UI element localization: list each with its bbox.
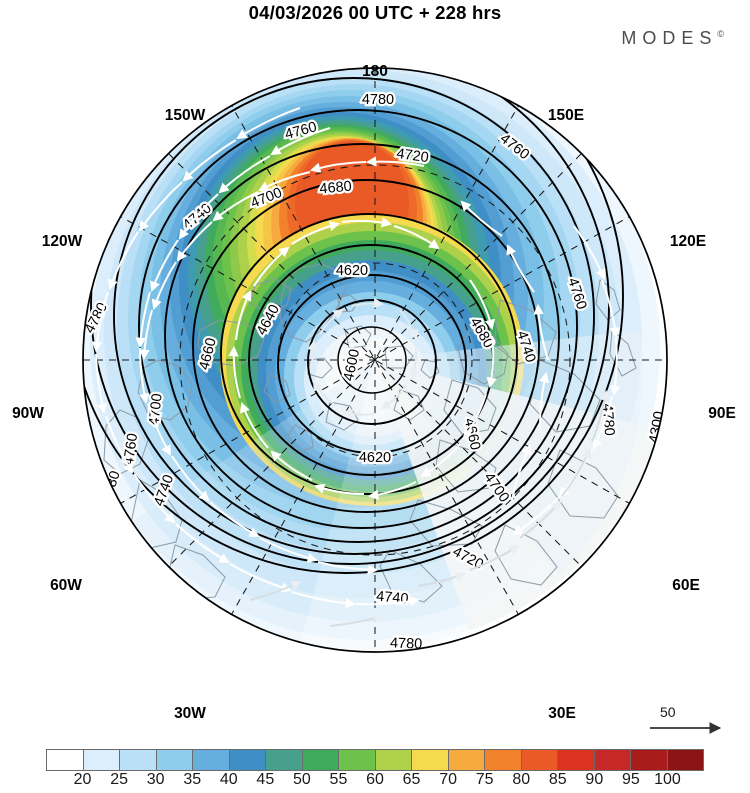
colorbar-tick-75: 75: [475, 771, 494, 788]
colorbar-cell-9: [375, 750, 412, 770]
colorbar-tick-35: 35: [183, 771, 202, 788]
colorbar-cell-2: [120, 750, 157, 770]
colorbar-tick-95: 95: [621, 771, 640, 788]
colorbar-tick-50: 50: [292, 771, 311, 788]
colorbar-tick-85: 85: [548, 771, 567, 788]
colorbar-tick-30: 30: [146, 771, 165, 788]
colorbar-tick-60: 60: [366, 771, 384, 788]
colorbar-tick-100: 100: [654, 771, 681, 788]
svg-text:4780: 4780: [362, 92, 394, 108]
colorbar-tick-labels: 20 25 30 35 40 45 50 55 60 65 70 75 80 85 90 95 100: [46, 771, 704, 793]
colorbar-cell-11: [448, 750, 485, 770]
map-content: 4600 4620 4620 4640 4660 4660 4680 4680 …: [83, 68, 667, 652]
wind-streamlines: [91, 107, 621, 627]
brand-name: MODES: [621, 28, 718, 48]
svg-text:4620: 4620: [336, 263, 368, 279]
copyright-mark: ©: [717, 29, 724, 39]
colorbar-tick-70: 70: [439, 771, 458, 788]
longitude-label-150w: 150W: [164, 107, 206, 124]
longitude-label-30w: 30W: [174, 705, 206, 722]
colorbar-cell-16: [631, 750, 668, 770]
colorbar-tick-40: 40: [219, 771, 238, 788]
svg-text:4700: 4700: [146, 393, 165, 427]
colorbar-tick-55: 55: [329, 771, 348, 788]
colorbar-cell-8: [339, 750, 376, 770]
colorbar-cell-0: [47, 750, 84, 770]
longitude-label-150e: 150E: [547, 107, 585, 124]
colorbar-tick-20: 20: [73, 771, 92, 788]
colorbar-cell-12: [485, 750, 522, 770]
colorbar-cell-14: [558, 750, 595, 770]
globe-outline: [82, 67, 668, 653]
colorbar-cell-4: [193, 750, 230, 770]
colorbar-cell-1: [83, 750, 120, 770]
longitude-label-60w: 60W: [50, 577, 82, 594]
colorbar-tick-25: 25: [110, 771, 129, 788]
colorbar-cell-6: [266, 750, 303, 770]
reference-wind-vector: 50: [648, 704, 738, 746]
map-canvas: 4600 4620 4620 4640 4660 4660 4680 4680 …: [82, 67, 668, 653]
colorbar: 20 25 30 35 40 45 50 55 60 65 70 75 80 85 90 95 100: [0, 740, 750, 788]
colorbar-cell-10: [412, 750, 449, 770]
reference-vector-arrow: [650, 722, 722, 734]
longitude-label-30e: 30E: [548, 705, 576, 722]
colorbar-tick-65: 65: [402, 771, 421, 788]
modes-logo: MODES©: [621, 28, 724, 49]
colorbar-cell-15: [594, 750, 631, 770]
colorbar-cell-7: [302, 750, 339, 770]
longitude-label-120w: 120W: [41, 233, 83, 250]
longitude-label-90w: 90W: [12, 405, 44, 422]
colorbar-tick-45: 45: [256, 771, 275, 788]
polar-map: 4600 4620 4620 4640 4660 4660 4680 4680 …: [0, 30, 750, 766]
longitude-label-120e: 120E: [669, 233, 707, 250]
colorbar-cell-5: [229, 750, 266, 770]
colorbar-cell-17: [667, 750, 703, 770]
page-title: 04/03/2026 00 UTC + 228 hrs: [248, 2, 502, 23]
longitude-label-180: 180: [362, 63, 388, 80]
longitude-label-60e: 60E: [672, 577, 700, 594]
colorbar-swatches: [46, 749, 704, 771]
svg-text:4680: 4680: [319, 179, 353, 198]
longitude-label-90e: 90E: [708, 405, 736, 422]
reference-vector-label: 50: [660, 704, 676, 720]
colorbar-tick-80: 80: [512, 771, 531, 788]
svg-text:4620: 4620: [359, 450, 391, 466]
colorbar-tick-90: 90: [585, 771, 604, 788]
colorbar-cell-13: [521, 750, 558, 770]
svg-text:4780: 4780: [390, 635, 423, 652]
colorbar-cell-3: [156, 750, 193, 770]
